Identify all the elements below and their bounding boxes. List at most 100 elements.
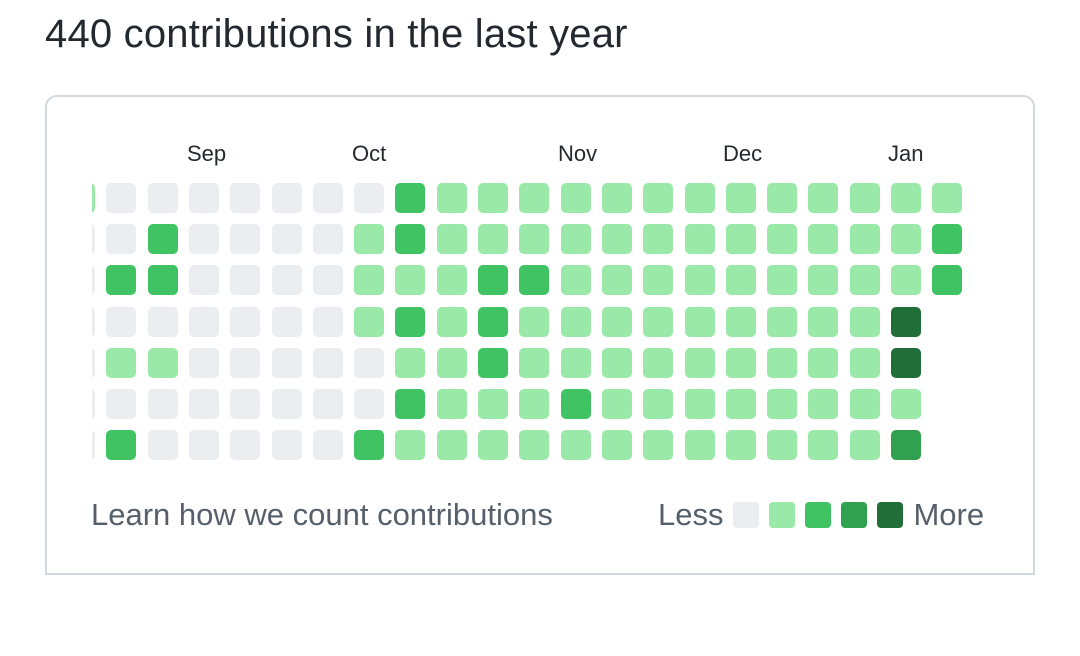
contribution-day-cell[interactable]	[92, 347, 95, 378]
contribution-day-cell[interactable]	[395, 306, 426, 337]
contribution-day-cell[interactable]	[230, 265, 261, 296]
contribution-day-cell[interactable]	[891, 347, 921, 378]
contribution-day-cell[interactable]	[354, 183, 385, 213]
contribution-day-cell[interactable]	[312, 347, 343, 378]
contribution-day-cell[interactable]	[147, 389, 178, 419]
contribution-day-cell[interactable]	[147, 347, 178, 378]
contribution-day-cell[interactable]	[932, 224, 963, 255]
contribution-day-cell[interactable]	[478, 306, 508, 337]
contribution-day-cell[interactable]	[684, 183, 715, 213]
contribution-day-cell[interactable]	[395, 224, 426, 255]
contribution-day-cell[interactable]	[395, 347, 426, 378]
contribution-day-cell[interactable]	[395, 389, 426, 419]
contribution-day-cell[interactable]	[106, 430, 137, 461]
contribution-day-cell[interactable]	[891, 306, 921, 337]
contribution-day-cell[interactable]	[725, 183, 756, 213]
contribution-day-cell[interactable]	[849, 306, 880, 337]
learn-how-we-count-link[interactable]: Learn how we count contributions	[91, 497, 553, 532]
contribution-day-cell[interactable]	[725, 224, 756, 255]
contribution-day-cell[interactable]	[643, 347, 674, 378]
contribution-day-cell[interactable]	[188, 306, 219, 337]
contribution-day-cell[interactable]	[92, 430, 95, 461]
contribution-day-cell[interactable]	[519, 389, 550, 419]
contribution-day-cell[interactable]	[725, 389, 756, 419]
contribution-day-cell[interactable]	[519, 347, 550, 378]
contribution-day-cell[interactable]	[725, 265, 756, 296]
contribution-day-cell[interactable]	[932, 183, 963, 213]
contribution-day-cell[interactable]	[478, 183, 508, 213]
contribution-day-cell[interactable]	[891, 265, 921, 296]
contribution-day-cell[interactable]	[271, 183, 302, 213]
contribution-day-cell[interactable]	[230, 389, 261, 419]
contribution-day-cell[interactable]	[436, 306, 467, 337]
contribution-day-cell[interactable]	[312, 224, 343, 255]
contribution-day-cell[interactable]	[684, 389, 715, 419]
contribution-day-cell[interactable]	[436, 265, 467, 296]
contribution-day-cell[interactable]	[271, 224, 302, 255]
contribution-day-cell[interactable]	[395, 430, 426, 461]
contribution-day-cell[interactable]	[601, 347, 632, 378]
contribution-day-cell[interactable]	[519, 183, 550, 213]
contribution-day-cell[interactable]	[106, 224, 137, 255]
contribution-day-cell[interactable]	[519, 265, 550, 296]
contribution-day-cell[interactable]	[395, 183, 426, 213]
contribution-day-cell[interactable]	[808, 224, 839, 255]
contribution-day-cell[interactable]	[684, 347, 715, 378]
contribution-day-cell[interactable]	[849, 347, 880, 378]
contribution-day-cell[interactable]	[849, 265, 880, 296]
contribution-day-cell[interactable]	[436, 183, 467, 213]
contribution-day-cell[interactable]	[188, 347, 219, 378]
contribution-day-cell[interactable]	[560, 306, 591, 337]
contribution-day-cell[interactable]	[808, 430, 839, 461]
contribution-day-cell[interactable]	[147, 430, 178, 461]
contribution-day-cell[interactable]	[478, 224, 508, 255]
contribution-day-cell[interactable]	[436, 224, 467, 255]
contribution-day-cell[interactable]	[92, 224, 95, 255]
contribution-day-cell[interactable]	[230, 224, 261, 255]
contribution-day-cell[interactable]	[601, 224, 632, 255]
contribution-day-cell[interactable]	[767, 306, 798, 337]
contribution-day-cell[interactable]	[560, 430, 591, 461]
contribution-day-cell[interactable]	[643, 430, 674, 461]
contribution-day-cell[interactable]	[147, 183, 178, 213]
contribution-day-cell[interactable]	[230, 430, 261, 461]
contribution-day-cell[interactable]	[92, 183, 95, 213]
contribution-day-cell[interactable]	[849, 224, 880, 255]
contribution-day-cell[interactable]	[601, 183, 632, 213]
contribution-day-cell[interactable]	[106, 347, 137, 378]
contribution-day-cell[interactable]	[271, 347, 302, 378]
contribution-day-cell[interactable]	[147, 265, 178, 296]
contribution-day-cell[interactable]	[188, 265, 219, 296]
contribution-day-cell[interactable]	[560, 347, 591, 378]
contribution-day-cell[interactable]	[92, 265, 95, 296]
contribution-day-cell[interactable]	[312, 389, 343, 419]
contribution-day-cell[interactable]	[147, 306, 178, 337]
contribution-day-cell[interactable]	[312, 430, 343, 461]
contribution-day-cell[interactable]	[767, 183, 798, 213]
contribution-day-cell[interactable]	[643, 224, 674, 255]
contribution-day-cell[interactable]	[312, 183, 343, 213]
contribution-day-cell[interactable]	[188, 389, 219, 419]
contribution-day-cell[interactable]	[891, 183, 921, 213]
contribution-day-cell[interactable]	[849, 183, 880, 213]
contribution-day-cell[interactable]	[808, 265, 839, 296]
contribution-day-cell[interactable]	[147, 224, 178, 255]
contribution-day-cell[interactable]	[767, 389, 798, 419]
contribution-day-cell[interactable]	[767, 430, 798, 461]
contribution-day-cell[interactable]	[684, 430, 715, 461]
contribution-day-cell[interactable]	[560, 183, 591, 213]
contribution-day-cell[interactable]	[601, 265, 632, 296]
contribution-day-cell[interactable]	[684, 224, 715, 255]
contribution-day-cell[interactable]	[767, 347, 798, 378]
contribution-day-cell[interactable]	[725, 430, 756, 461]
contribution-day-cell[interactable]	[684, 306, 715, 337]
contribution-day-cell[interactable]	[932, 265, 963, 296]
contribution-day-cell[interactable]	[601, 306, 632, 337]
contribution-day-cell[interactable]	[560, 224, 591, 255]
contribution-day-cell[interactable]	[767, 265, 798, 296]
contribution-day-cell[interactable]	[230, 183, 261, 213]
contribution-day-cell[interactable]	[891, 389, 921, 419]
contribution-day-cell[interactable]	[891, 224, 921, 255]
contribution-day-cell[interactable]	[725, 306, 756, 337]
contribution-day-cell[interactable]	[519, 306, 550, 337]
